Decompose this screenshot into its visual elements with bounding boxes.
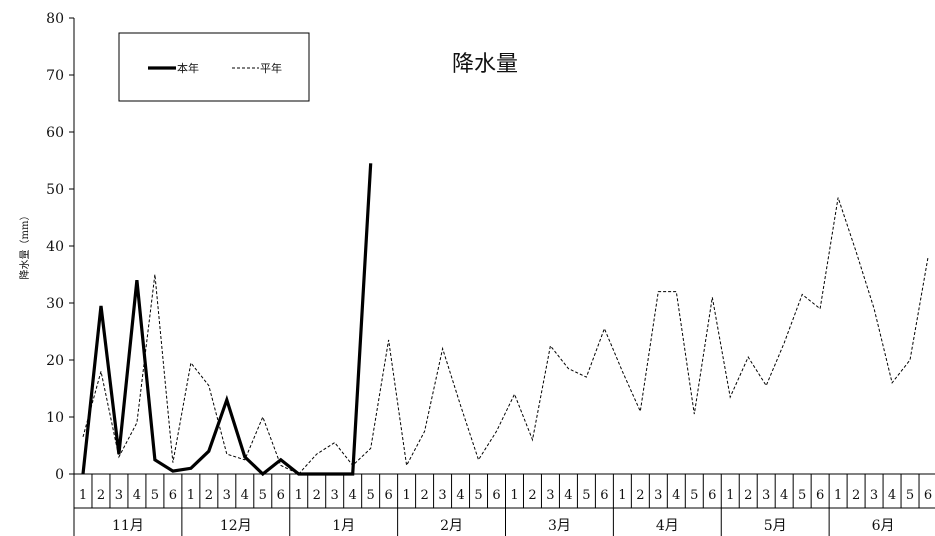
x-tick-label: 4 — [780, 488, 788, 503]
x-tick-label: 5 — [259, 488, 267, 503]
x-tick-label: 2 — [528, 488, 536, 503]
month-label: 6月 — [872, 518, 895, 534]
legend: 本年 平年 — [118, 32, 310, 102]
x-tick-label: 6 — [708, 488, 716, 503]
month-label: 3月 — [548, 518, 571, 534]
x-tick-label: 2 — [636, 488, 644, 503]
month-label: 1月 — [332, 518, 355, 534]
month-label: 4月 — [656, 518, 679, 534]
x-tick-label: 3 — [870, 488, 878, 503]
x-tick-label: 5 — [798, 488, 806, 503]
x-tick-label: 6 — [384, 488, 392, 503]
x-tick-label: 4 — [133, 488, 141, 503]
x-tick-label: 1 — [834, 488, 842, 503]
x-tick-label: 4 — [564, 488, 572, 503]
x-tick-label: 5 — [367, 488, 375, 503]
month-label: 12月 — [220, 518, 252, 534]
x-tick-label: 1 — [510, 488, 518, 503]
x-tick-label: 2 — [97, 488, 105, 503]
x-tick-label: 6 — [816, 488, 824, 503]
y-tick-label: 0 — [55, 467, 64, 483]
y-tick-label: 10 — [46, 410, 64, 426]
legend-label-normal-year: 平年 — [260, 61, 282, 75]
x-tick-label: 3 — [438, 488, 446, 503]
series-line-normal-year — [82, 197, 929, 475]
legend-label-current-year: 本年 — [177, 61, 199, 75]
x-tick-label: 5 — [906, 488, 914, 503]
x-tick-label: 3 — [762, 488, 770, 503]
y-tick-label: 30 — [46, 296, 64, 312]
x-tick-label: 5 — [151, 488, 159, 503]
x-tick-label: 5 — [474, 488, 482, 503]
x-tick-label: 3 — [654, 488, 662, 503]
x-tick-label: 4 — [456, 488, 464, 503]
x-tick-label: 5 — [690, 488, 698, 503]
x-tick-label: 4 — [672, 488, 680, 503]
y-tick-label: 60 — [46, 125, 64, 141]
x-tick-label: 4 — [241, 488, 249, 503]
x-tick-label: 1 — [79, 488, 87, 503]
x-tick-label: 5 — [582, 488, 590, 503]
month-label: 2月 — [440, 518, 463, 534]
month-label: 11月 — [112, 518, 144, 534]
x-tick-label: 6 — [492, 488, 500, 503]
series-line-current-year — [81, 163, 373, 477]
x-tick-label: 3 — [546, 488, 554, 503]
x-tick-label: 3 — [331, 488, 339, 503]
x-tick-label: 1 — [402, 488, 410, 503]
x-tick-label: 6 — [169, 488, 177, 503]
x-tick-label: 2 — [205, 488, 213, 503]
x-tick-label: 1 — [618, 488, 626, 503]
x-tick-label: 2 — [852, 488, 860, 503]
y-tick-label: 80 — [46, 11, 64, 27]
x-tick-label: 3 — [115, 488, 123, 503]
y-tick-label: 20 — [46, 353, 64, 369]
x-tick-label: 2 — [313, 488, 321, 503]
month-label: 5月 — [764, 518, 787, 534]
chart-title: 降水量 — [452, 52, 518, 77]
x-tick-label: 2 — [420, 488, 428, 503]
y-axis-label: 降水量（mm） — [18, 211, 31, 280]
x-tick-label: 4 — [888, 488, 896, 503]
y-tick-label: 50 — [46, 182, 64, 198]
x-tick-label: 3 — [223, 488, 231, 503]
y-tick-label: 70 — [46, 68, 64, 84]
y-axis: 0 10 20 30 40 50 60 70 80 — [46, 11, 75, 483]
x-tick-label: 6 — [600, 488, 608, 503]
x-tick-label: 1 — [187, 488, 195, 503]
x-tick-label: 1 — [726, 488, 734, 503]
x-tick-label: 4 — [349, 488, 357, 503]
x-tick-label: 2 — [744, 488, 752, 503]
series-layer — [81, 163, 929, 477]
x-tick-label: 6 — [277, 488, 285, 503]
y-tick-label: 40 — [46, 239, 64, 255]
x-tick-label: 1 — [295, 488, 303, 503]
x-tick-label: 6 — [924, 488, 932, 503]
